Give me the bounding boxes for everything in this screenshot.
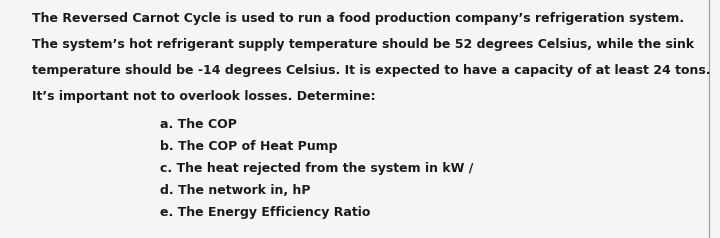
Text: d. The network in, hP: d. The network in, hP <box>160 184 310 197</box>
Text: The Reversed Carnot Cycle is used to run a food production company’s refrigerati: The Reversed Carnot Cycle is used to run… <box>32 12 684 25</box>
Text: e. The Energy Efficiency Ratio: e. The Energy Efficiency Ratio <box>160 206 370 219</box>
Text: a. The COP: a. The COP <box>160 118 237 131</box>
Text: b. The COP of Heat Pump: b. The COP of Heat Pump <box>160 140 338 153</box>
Text: The system’s hot refrigerant supply temperature should be 52 degrees Celsius, wh: The system’s hot refrigerant supply temp… <box>32 38 694 51</box>
Text: c. The heat rejected from the system in kW /: c. The heat rejected from the system in … <box>160 162 473 175</box>
Text: It’s important not to overlook losses. Determine:: It’s important not to overlook losses. D… <box>32 90 376 103</box>
Text: temperature should be -14 degrees Celsius. It is expected to have a capacity of : temperature should be -14 degrees Celsiu… <box>32 64 711 77</box>
